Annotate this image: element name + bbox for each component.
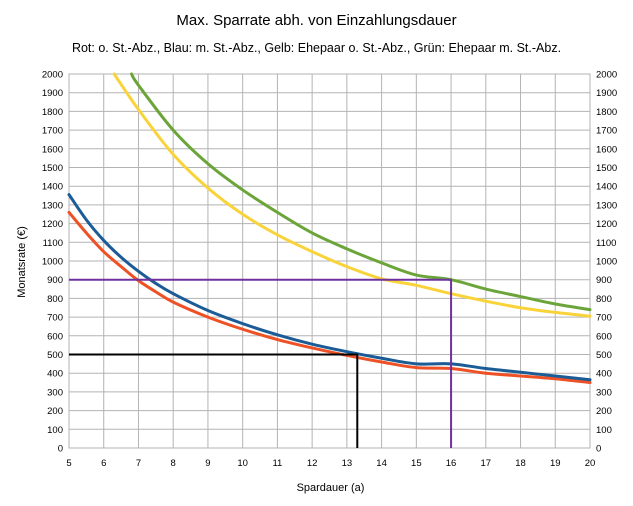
x-tick-label: 14 xyxy=(376,458,387,469)
y-tick-label-left: 100 xyxy=(47,425,63,436)
y-tick-label-left: 1700 xyxy=(42,126,63,137)
x-tick-label: 9 xyxy=(205,458,210,469)
x-tick-label: 18 xyxy=(515,458,526,469)
y-tick-label-left: 1100 xyxy=(43,238,63,249)
x-tick-label: 7 xyxy=(136,458,141,469)
y-tick-label-left: 200 xyxy=(47,406,63,417)
y-tick-label-left: 700 xyxy=(47,313,63,324)
x-tick-label: 5 xyxy=(66,458,71,469)
y-tick-label-right: 2000 xyxy=(596,70,617,81)
x-tick-label: 17 xyxy=(481,458,492,469)
y-tick-label-left: 800 xyxy=(47,294,63,305)
y-tick-label-right: 1700 xyxy=(596,126,617,137)
y-tick-label-left: 900 xyxy=(47,275,63,286)
y-tick-label-right: 1000 xyxy=(596,257,617,268)
series-line-blue xyxy=(67,193,592,382)
y-tick-label-left: 1000 xyxy=(42,257,63,268)
reference-line-black xyxy=(69,353,359,448)
y-tick-label-right: 0 xyxy=(596,444,601,455)
y-tick-label-right: 1500 xyxy=(596,163,617,174)
y-tick-label-right: 400 xyxy=(596,369,612,380)
y-tick-label-left: 1800 xyxy=(42,107,63,118)
y-tick-label-right: 500 xyxy=(596,350,612,361)
x-tick-label: 10 xyxy=(237,458,248,469)
y-tick-label-right: 900 xyxy=(596,275,612,286)
y-tick-label-right: 1300 xyxy=(596,200,617,211)
y-tick-label-left: 600 xyxy=(47,331,63,342)
y-tick-label-right: 200 xyxy=(596,406,612,417)
y-tick-label-left: 1900 xyxy=(42,88,63,99)
y-tick-label-right: 600 xyxy=(596,331,612,342)
x-tick-label: 8 xyxy=(171,458,176,469)
y-tick-label-left: 400 xyxy=(47,369,63,380)
x-tick-label: 20 xyxy=(585,458,596,469)
y-tick-label-left: 1400 xyxy=(42,182,63,193)
x-tick-label: 6 xyxy=(101,458,106,469)
y-tick-label-right: 1100 xyxy=(596,238,616,249)
y-tick-label-right: 1200 xyxy=(596,219,617,230)
y-tick-label-right: 100 xyxy=(596,425,612,436)
y-tick-label-right: 1900 xyxy=(596,88,617,99)
y-tick-label-left: 0 xyxy=(58,444,63,455)
chart-subtitle: Rot: o. St.-Abz., Blau: m. St.-Abz., Gel… xyxy=(71,41,562,55)
series-line-red xyxy=(67,210,592,385)
y-tick-label-left: 1600 xyxy=(42,144,63,155)
x-tick-label: 15 xyxy=(411,458,422,469)
y-tick-label-left: 500 xyxy=(47,350,63,361)
chart-title: Max. Sparrate abh. von Einzahlungsdauer xyxy=(176,12,457,29)
series-line-green xyxy=(130,72,592,312)
y-tick-label-right: 1600 xyxy=(596,144,617,155)
y-tick-label-right: 800 xyxy=(596,294,612,305)
y-tick-label-left: 1200 xyxy=(42,219,63,230)
y-tick-label-right: 1400 xyxy=(596,182,617,193)
y-tick-label-right: 1800 xyxy=(596,107,617,118)
x-tick-label: 13 xyxy=(342,458,353,469)
y-tick-label-left: 1300 xyxy=(42,200,63,211)
x-tick-label: 11 xyxy=(272,458,282,469)
y-tick-label-left: 2000 xyxy=(42,70,63,81)
x-axis-label: Spardauer (a) xyxy=(296,482,365,494)
y-tick-label-left: 300 xyxy=(47,387,63,398)
series-line-yellow xyxy=(112,72,592,318)
reference-line-purple xyxy=(69,278,453,448)
x-tick-label: 12 xyxy=(307,458,318,469)
y-tick-label-left: 1500 xyxy=(42,163,63,174)
y-tick-label-right: 300 xyxy=(596,387,612,398)
x-tick-label: 19 xyxy=(550,458,561,469)
x-tick-label: 16 xyxy=(446,458,457,469)
y-tick-label-right: 700 xyxy=(596,313,612,324)
